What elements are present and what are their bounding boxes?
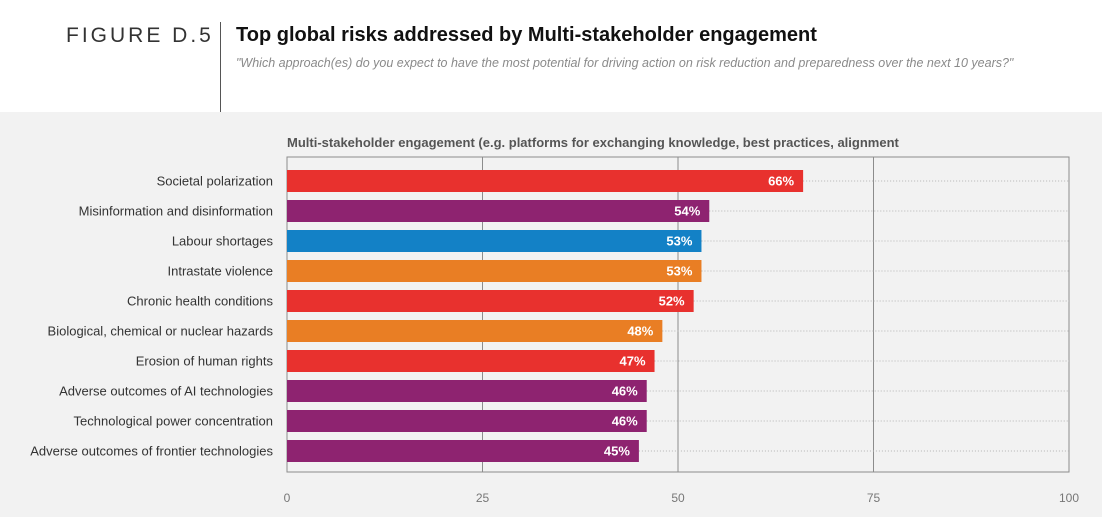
category-label: Misinformation and disinformation bbox=[79, 204, 273, 219]
category-label: Intrastate violence bbox=[167, 264, 273, 279]
figure-header: FIGURE D.5 Top global risks addressed by… bbox=[0, 0, 1102, 112]
category-label: Societal polarization bbox=[157, 174, 273, 189]
header-divider bbox=[220, 22, 221, 112]
category-label: Labour shortages bbox=[172, 234, 274, 249]
x-tick-label: 25 bbox=[476, 491, 490, 505]
bar bbox=[287, 230, 702, 252]
bar bbox=[287, 170, 804, 192]
figure-label: FIGURE D.5 bbox=[66, 24, 214, 47]
chart-panel: Multi-stakeholder engagement (e.g. platf… bbox=[0, 112, 1102, 517]
bar-value-label: 46% bbox=[612, 384, 638, 399]
category-label: Adverse outcomes of frontier technologie… bbox=[30, 444, 273, 459]
bar bbox=[287, 200, 710, 222]
category-label: Erosion of human rights bbox=[136, 354, 274, 369]
bar-chart: Multi-stakeholder engagement (e.g. platf… bbox=[30, 135, 1079, 505]
chart-title: Multi-stakeholder engagement (e.g. platf… bbox=[287, 135, 900, 150]
bar-value-label: 47% bbox=[620, 354, 646, 369]
bar-value-label: 46% bbox=[612, 414, 638, 429]
figure-subtitle: "Which approach(es) do you expect to hav… bbox=[236, 56, 1014, 70]
bar-value-label: 53% bbox=[666, 234, 692, 249]
figure-title: Top global risks addressed by Multi-stak… bbox=[236, 24, 817, 46]
category-label: Chronic health conditions bbox=[127, 294, 273, 309]
bar-value-label: 53% bbox=[666, 264, 692, 279]
x-tick-label: 0 bbox=[284, 491, 291, 505]
bar bbox=[287, 350, 655, 372]
bar-value-label: 52% bbox=[659, 294, 685, 309]
bar bbox=[287, 410, 647, 432]
bar bbox=[287, 290, 694, 312]
category-label: Adverse outcomes of AI technologies bbox=[59, 384, 273, 399]
bar bbox=[287, 440, 639, 462]
x-tick-label: 100 bbox=[1059, 491, 1079, 505]
bar-value-label: 54% bbox=[674, 204, 700, 219]
category-label: Biological, chemical or nuclear hazards bbox=[48, 324, 274, 339]
bar bbox=[287, 380, 647, 402]
bar bbox=[287, 260, 702, 282]
x-tick-label: 75 bbox=[867, 491, 881, 505]
category-label: Technological power concentration bbox=[74, 414, 273, 429]
bar bbox=[287, 320, 663, 342]
bar-value-label: 66% bbox=[768, 174, 794, 189]
x-tick-label: 50 bbox=[671, 491, 685, 505]
bar-value-label: 45% bbox=[604, 444, 630, 459]
bar-value-label: 48% bbox=[627, 324, 653, 339]
